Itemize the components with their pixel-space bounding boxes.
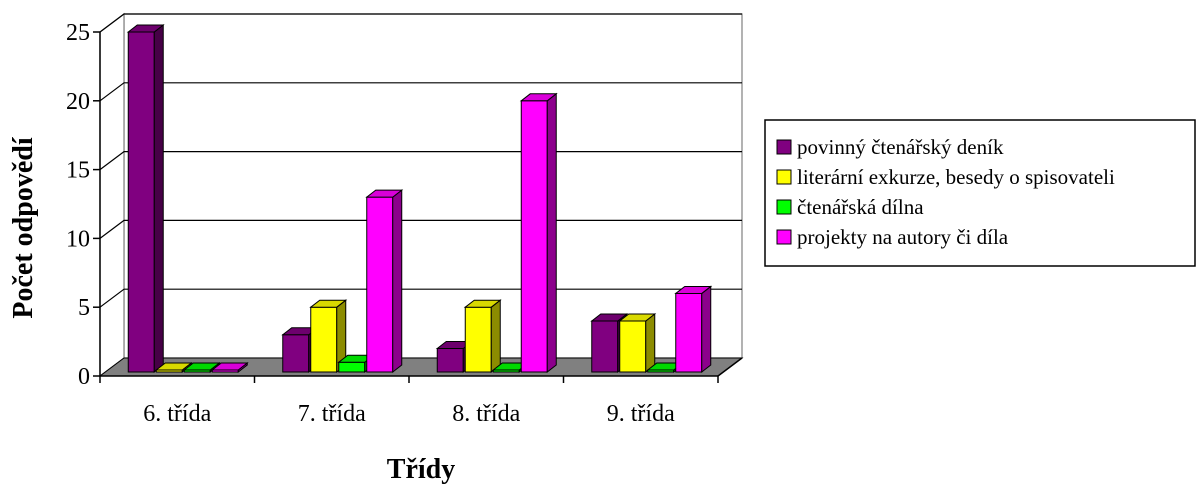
y-tick-label: 15 xyxy=(66,158,90,184)
x-tick-label: 7. třída xyxy=(298,401,366,427)
bar xyxy=(309,299,348,374)
x-axis-title: Třídy xyxy=(387,454,455,484)
legend-item: čtenářská dílna xyxy=(776,195,924,219)
back-wall xyxy=(123,13,743,359)
y-tick-label: 20 xyxy=(66,89,90,115)
bar xyxy=(210,361,249,374)
y-tick-label: 0 xyxy=(78,364,90,390)
bar xyxy=(463,299,502,374)
bar xyxy=(674,285,713,374)
legend-swatch xyxy=(776,169,792,185)
side-wall xyxy=(99,12,125,378)
legend-item: projekty na autory či díla xyxy=(776,225,1009,249)
legend-label: literární exkurze, besedy o spisovateli xyxy=(797,165,1115,189)
y-tick-label: 5 xyxy=(78,295,90,321)
y-axis-title: Počet odpovědí xyxy=(8,136,39,318)
legend-item: literární exkurze, besedy o spisovateli xyxy=(776,165,1115,189)
x-tick-labels: 6. třída 7. třída 8. třída 9. třída xyxy=(143,401,675,427)
bar xyxy=(365,189,404,374)
legend-swatch xyxy=(776,229,792,245)
legend-label: projekty na autory či díla xyxy=(797,225,1009,249)
legend-swatch xyxy=(776,139,792,155)
y-tick-label: 25 xyxy=(66,20,90,46)
legend: povinný čtenářský deník literární exkurze… xyxy=(764,119,1196,267)
y-tick-labels: 0 5 10 15 20 25 xyxy=(66,20,90,390)
gridline xyxy=(99,82,742,102)
floor-edge xyxy=(717,357,743,377)
gridline xyxy=(99,13,742,33)
bar xyxy=(618,312,657,374)
x-tick-label: 9. třída xyxy=(607,401,675,427)
bars xyxy=(126,23,713,374)
legend-item: povinný čtenářský deník xyxy=(776,135,1004,159)
y-tick-label: 10 xyxy=(66,226,90,252)
axes xyxy=(93,31,743,383)
bar xyxy=(435,340,474,374)
legend-box xyxy=(764,119,1196,267)
bar xyxy=(126,23,165,374)
legend-swatch xyxy=(776,199,792,215)
bar xyxy=(182,361,221,374)
legend-label: povinný čtenářský deník xyxy=(797,135,1004,159)
x-tick-label: 6. třída xyxy=(143,401,211,427)
x-tick-label: 8. třída xyxy=(452,401,520,427)
legend-label: čtenářská dílna xyxy=(797,195,924,219)
bar xyxy=(519,92,558,374)
